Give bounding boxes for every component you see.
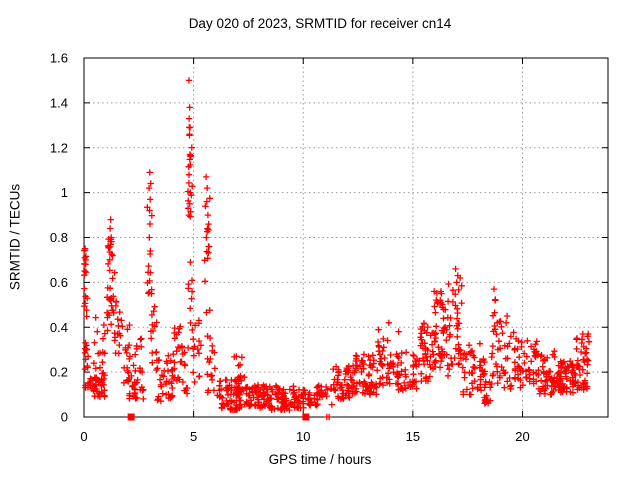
x-tick-label: 20 bbox=[515, 429, 529, 444]
y-tick-label: 1.6 bbox=[50, 51, 68, 66]
x-tick-label: 5 bbox=[190, 429, 197, 444]
y-tick-label: 0 bbox=[61, 410, 68, 425]
scatter-points bbox=[81, 77, 593, 421]
x-tick-label: 0 bbox=[80, 429, 87, 444]
y-tick-label: 1.2 bbox=[50, 140, 68, 155]
scatter-square-marker bbox=[302, 413, 310, 421]
chart-title: Day 020 of 2023, SRMTID for receiver cn1… bbox=[188, 16, 452, 31]
grid-lines bbox=[84, 58, 608, 417]
y-tick-label: 1 bbox=[61, 185, 68, 200]
x-tick-label: 10 bbox=[296, 429, 310, 444]
tick-labels: 0 5 10 15 20 0 0.2 0.4 0.6 0.8 1 1.2 1.4 1.6 bbox=[50, 51, 530, 445]
y-tick-label: 0.2 bbox=[50, 365, 68, 380]
y-tick-label: 0.4 bbox=[50, 320, 68, 335]
x-tick-label: 15 bbox=[406, 429, 420, 444]
y-tick-label: 1.4 bbox=[50, 95, 68, 110]
y-tick-label: 0.6 bbox=[50, 275, 68, 290]
y-tick-label: 0.8 bbox=[50, 230, 68, 245]
scatter-square-marker bbox=[127, 413, 135, 421]
x-axis-label: GPS time / hours bbox=[268, 452, 372, 467]
scatter-plus-markers bbox=[81, 77, 593, 421]
